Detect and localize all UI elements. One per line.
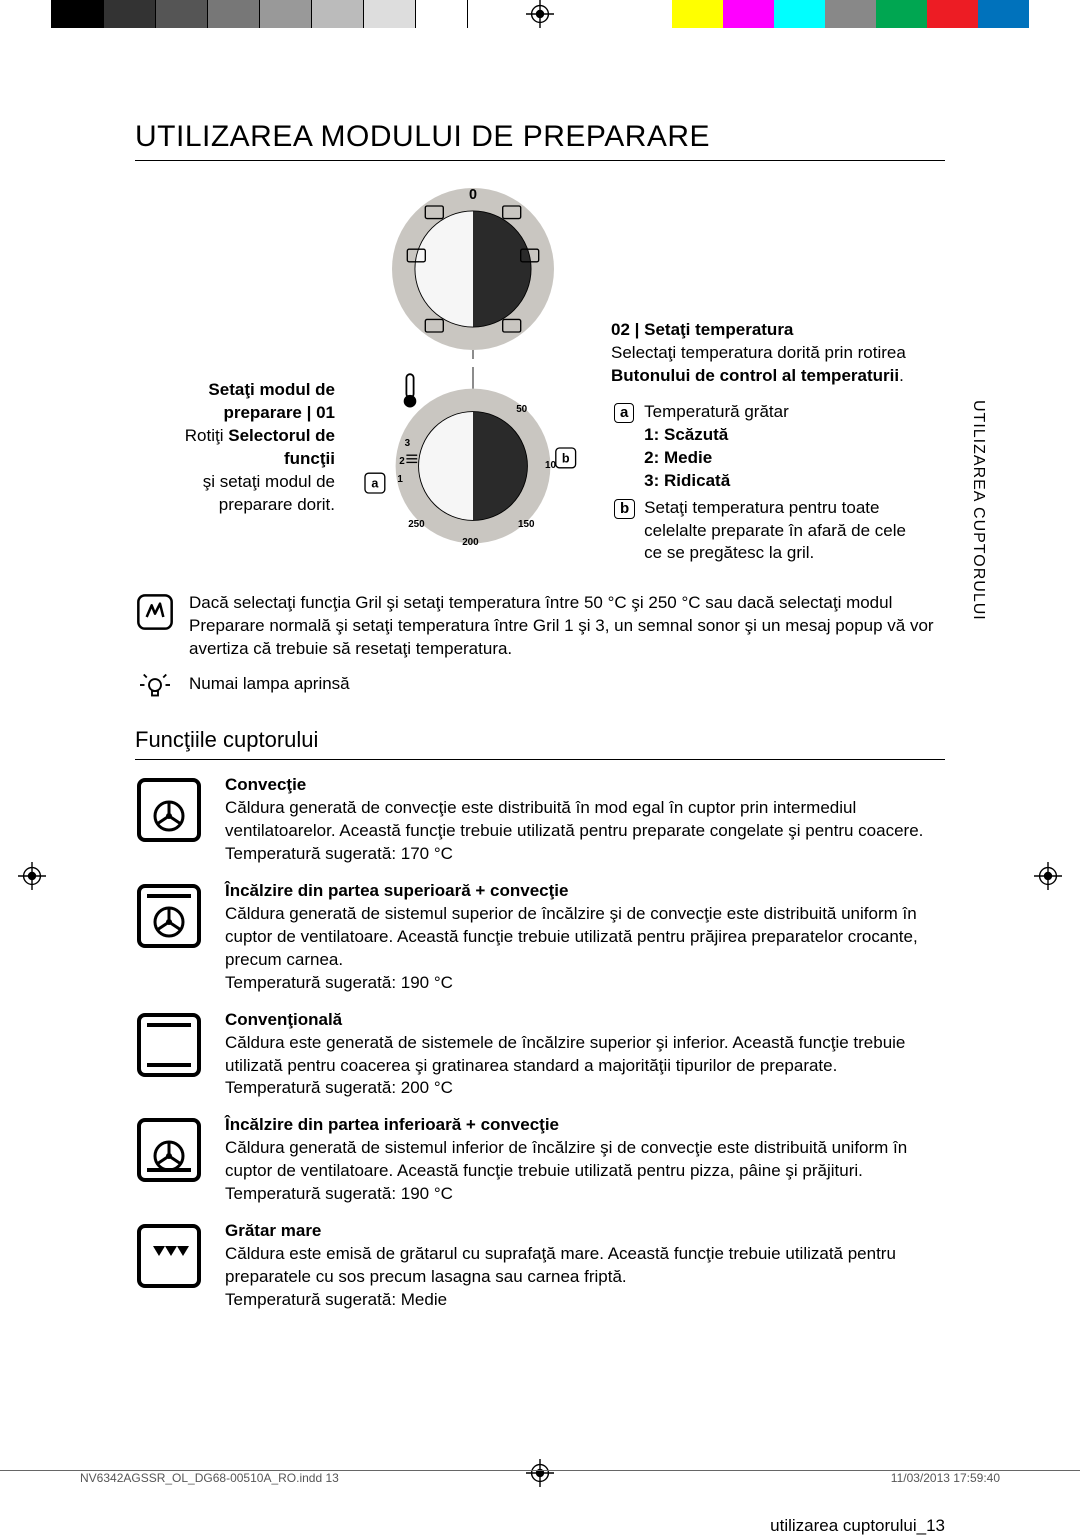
- function-icon: [135, 1011, 203, 1079]
- registration-mark-icon: [18, 862, 46, 890]
- function-temp: Temperatură sugerată: 200 °C: [225, 1077, 945, 1100]
- svg-text:b: b: [562, 451, 570, 465]
- page-footer-label: utilizarea cuptorului_13: [770, 1516, 945, 1536]
- warning-note: Dacă selectaţi funcţia Gril şi setaţi te…: [135, 592, 945, 661]
- svg-text:3: 3: [405, 438, 411, 449]
- section-rule: [135, 759, 945, 760]
- function-row: ConvenţionalăCăldura este generată de si…: [135, 1009, 945, 1101]
- note-icon: [135, 592, 175, 661]
- function-icon: [135, 882, 203, 950]
- function-temp: Temperatură sugerată: 190 °C: [225, 1183, 945, 1206]
- registration-mark-icon: [526, 1459, 554, 1487]
- function-row: Grătar mareCăldura este emisă de grătaru…: [135, 1220, 945, 1312]
- temperature-dial-icon: 50 100 150 200 250 1 2 3 b a: [363, 367, 583, 547]
- svg-text:200: 200: [462, 537, 479, 547]
- function-body: Căldura este emisă de grătarul cu supraf…: [225, 1243, 945, 1289]
- svg-text:2: 2: [399, 456, 405, 467]
- function-icon: [135, 1116, 203, 1184]
- lamp-note: Numai lampa aprinsă: [135, 673, 945, 703]
- title-rule: [135, 160, 945, 161]
- function-body: Căldura generată de sistemul superior de…: [225, 903, 945, 972]
- lamp-icon: [135, 673, 175, 703]
- function-text: Încălzire din partea inferioară + convec…: [225, 1114, 945, 1206]
- page-title: UTILIZAREA MODULUI DE PREPARARE: [135, 120, 945, 154]
- registration-mark-icon: [1034, 862, 1062, 890]
- footer-filename: NV6342AGSSR_OL_DG68-00510A_RO.indd 13: [80, 1471, 339, 1485]
- svg-text:a: a: [371, 477, 379, 491]
- dial-zero-label: 0: [469, 187, 477, 203]
- legend-a-marker: a: [614, 403, 634, 423]
- function-text: ConvecţieCăldura generată de convecţie e…: [225, 774, 945, 866]
- temperature-legend: a Temperatură grătar 1: Scăzută 2: Medie…: [611, 398, 921, 569]
- function-body: Căldura este generată de sistemele de în…: [225, 1032, 945, 1078]
- side-tab-label: UTILIZAREA CUPTORULUI: [969, 400, 987, 621]
- function-title: Încălzire din partea inferioară + convec…: [225, 1114, 945, 1137]
- function-row: Încălzire din partea inferioară + convec…: [135, 1114, 945, 1206]
- step-02-text: 02 | Setaţi temperatura Selectaţi temper…: [611, 179, 921, 568]
- step-02-heading: 02 | Setaţi temperatura: [611, 319, 921, 342]
- function-body: Căldura generată de convecţie este distr…: [225, 797, 945, 843]
- svg-text:250: 250: [408, 519, 425, 530]
- functions-list: ConvecţieCăldura generată de convecţie e…: [135, 774, 945, 1312]
- function-title: Convenţională: [225, 1009, 945, 1032]
- function-icon: [135, 1222, 203, 1290]
- function-temp: Temperatură sugerată: 190 °C: [225, 972, 945, 995]
- section-heading: Funcţiile cuptorului: [135, 727, 945, 753]
- function-title: Grătar mare: [225, 1220, 945, 1243]
- step-01-text: Setaţi modul de preparare | 01 Rotiţi Se…: [135, 179, 335, 517]
- function-title: Încălzire din partea superioară + convec…: [225, 880, 945, 903]
- warning-note-text: Dacă selectaţi funcţia Gril şi setaţi te…: [189, 592, 945, 661]
- function-row: ConvecţieCăldura generată de convecţie e…: [135, 774, 945, 866]
- function-temp: Temperatură sugerată: Medie: [225, 1289, 945, 1312]
- svg-text:50: 50: [516, 404, 527, 415]
- legend-b-marker: b: [614, 499, 635, 519]
- function-temp: Temperatură sugerată: 170 °C: [225, 843, 945, 866]
- function-icon: [135, 776, 203, 844]
- step-01-heading: Setaţi modul de preparare | 01: [135, 379, 335, 425]
- function-text: Grătar mareCăldura este emisă de grătaru…: [225, 1220, 945, 1312]
- function-text: Încălzire din partea superioară + convec…: [225, 880, 945, 995]
- function-dial-icon: 0: [383, 179, 563, 359]
- page-content: UTILIZAREA MODULUI DE PREPARARE UTILIZAR…: [135, 120, 945, 1326]
- function-title: Convecţie: [225, 774, 945, 797]
- function-row: Încălzire din partea superioară + convec…: [135, 880, 945, 995]
- registration-mark-icon: [526, 0, 554, 28]
- svg-text:1: 1: [397, 474, 403, 485]
- footer-timestamp: 11/03/2013 17:59:40: [891, 1471, 1000, 1485]
- function-text: ConvenţionalăCăldura este generată de si…: [225, 1009, 945, 1101]
- dial-diagram: 0: [353, 179, 593, 547]
- function-body: Căldura generată de sistemul inferior de…: [225, 1137, 945, 1183]
- dials-section: Setaţi modul de preparare | 01 Rotiţi Se…: [135, 179, 945, 568]
- svg-text:150: 150: [518, 519, 535, 530]
- lamp-note-text: Numai lampa aprinsă: [189, 673, 350, 703]
